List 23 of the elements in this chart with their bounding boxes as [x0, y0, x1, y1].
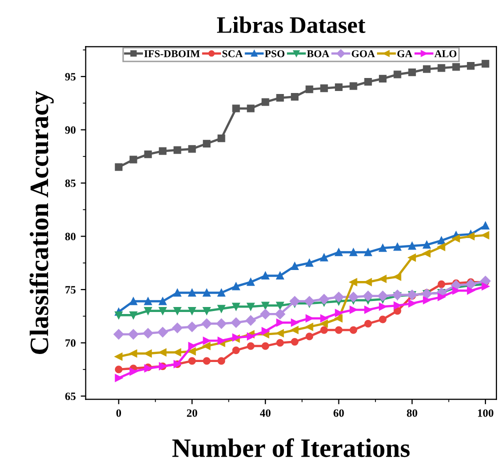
- x-tick-label: 0: [116, 409, 122, 417]
- y-tick-label: 85: [65, 180, 76, 188]
- legend-label: GA: [397, 50, 412, 58]
- legend-label: PSO: [264, 50, 284, 58]
- x-tick-label: 100: [478, 409, 494, 417]
- chart-title: Libras Dataset: [217, 16, 366, 34]
- x-tick-label: 60: [334, 409, 344, 417]
- y-tick-label: 95: [65, 73, 76, 80]
- legend-label: BOA: [306, 50, 330, 58]
- y-tick-label: 70: [65, 339, 76, 347]
- legend-label: IFS-DBOIM: [144, 50, 200, 58]
- legend-label: SCA: [222, 50, 243, 58]
- x-tick-label: 40: [260, 409, 271, 417]
- y-tick-label: 80: [65, 232, 76, 240]
- y-axis-title: Classification Accuracy: [29, 90, 54, 354]
- y-tick-label: 75: [65, 286, 76, 294]
- x-tick-label: 20: [186, 409, 198, 417]
- y-tick-label: 90: [65, 126, 76, 134]
- x-axis-title: Number of Iterations: [172, 438, 410, 458]
- legend-label: GOA: [352, 50, 375, 58]
- y-tick-label: 65: [65, 392, 76, 400]
- x-tick-label: 80: [406, 409, 418, 417]
- legend-label: ALO: [434, 50, 456, 58]
